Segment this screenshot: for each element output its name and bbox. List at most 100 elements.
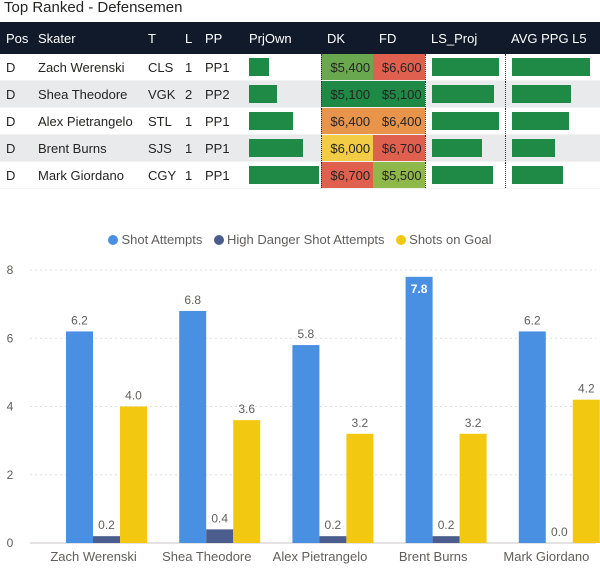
cell-line: 1: [179, 107, 199, 135]
cell-fd-salary: $5,100: [373, 80, 425, 108]
legend-label: Shots on Goal: [409, 232, 492, 247]
cell-fd-salary: $6,700: [373, 134, 425, 162]
bar-shot-attempts: [518, 331, 546, 543]
x-tick-label: Alex Pietrangelo: [273, 549, 368, 564]
cell-ls-proj: [424, 80, 505, 108]
data-label: 6.8: [184, 293, 201, 307]
cell-dk-salary: $5,400: [320, 54, 373, 81]
cell-team: CGY: [142, 161, 179, 189]
cell-fd-salary: $5,500: [373, 161, 425, 189]
table-row[interactable]: D Alex Pietrangelo STL 1 PP1 $6,400 $6,400: [0, 107, 600, 135]
col-header[interactable]: AVG PPG L5: [505, 22, 600, 54]
cell-ls-proj-bar: [431, 112, 499, 130]
cell-avg-ppg: [504, 134, 600, 162]
data-label: 6.2: [524, 313, 541, 327]
legend-label: Shot Attempts: [121, 232, 203, 247]
cell-pos: D: [0, 134, 32, 162]
table-row[interactable]: D Zach Werenski CLS 1 PP1 $5,400 $6,600: [0, 54, 600, 81]
table-row[interactable]: D Brent Burns SJS 1 PP1 $6,000 $6,700: [0, 134, 600, 162]
table-row[interactable]: D Shea Theodore VGK 2 PP2 $5,100 $5,100: [0, 80, 600, 108]
cell-skater: Alex Pietrangelo: [32, 107, 142, 135]
cell-avg-ppg-bar: [511, 139, 555, 157]
table-header: Pos Skater T L PP PrjOwn DK FD LS_Proj A…: [0, 22, 600, 54]
legend-dot-icon: [108, 235, 119, 245]
cell-prjown-bar: [249, 58, 269, 76]
cell-line: 1: [179, 161, 199, 189]
cell-pp: PP2: [199, 80, 243, 108]
cell-ls-proj-bar: [431, 166, 493, 184]
chart-legend: Shot Attempts High Danger Shot Attempts …: [0, 232, 600, 247]
y-tick-label: 8: [7, 263, 14, 277]
data-label: 0.0: [551, 525, 568, 539]
cell-prjown: [243, 134, 321, 162]
data-label: 3.2: [465, 416, 482, 430]
cell-team: SJS: [142, 134, 179, 162]
players-table: Pos Skater T L PP PrjOwn DK FD LS_Proj A…: [0, 22, 600, 189]
bar-shot-attempts: [66, 331, 93, 543]
bar-shots-on-goal: [120, 406, 147, 543]
cell-ls-proj-bar: [431, 139, 482, 157]
x-tick-label: Zach Werenski: [50, 549, 137, 564]
cell-avg-ppg: [504, 80, 600, 108]
cell-avg-ppg-bar: [511, 85, 571, 103]
cell-skater: Mark Giordano: [32, 161, 142, 189]
bar-shots-on-goal: [572, 399, 600, 543]
cell-dk-salary: $6,700: [320, 161, 373, 189]
cell-pos: D: [0, 107, 32, 135]
col-header[interactable]: L: [179, 22, 199, 54]
cell-pp: PP1: [199, 134, 243, 162]
cell-prjown-bar: [249, 112, 293, 130]
cell-pp: PP1: [199, 54, 243, 81]
cell-skater: Zach Werenski: [32, 54, 142, 81]
cell-dk-salary: $6,400: [320, 107, 373, 135]
legend-item[interactable]: Shot Attempts: [108, 232, 202, 247]
bar-shots-on-goal: [346, 433, 374, 543]
data-label: 0.2: [325, 518, 342, 532]
cell-line: 1: [179, 54, 199, 81]
cell-ls-proj-bar: [431, 85, 494, 103]
data-label: 0.4: [211, 511, 228, 525]
bar-high-danger: [319, 536, 347, 543]
cell-pp: PP1: [199, 161, 243, 189]
bar-shot-attempts: [179, 310, 207, 543]
legend-item[interactable]: Shots on Goal: [396, 232, 492, 247]
data-label: 5.8: [298, 327, 315, 341]
cell-dk-salary: $5,100: [320, 80, 373, 108]
col-header[interactable]: DK: [321, 22, 373, 54]
col-header[interactable]: Skater: [32, 22, 142, 54]
y-tick-label: 6: [7, 331, 14, 345]
cell-prjown: [243, 107, 321, 135]
data-label: 0.2: [98, 518, 115, 532]
cell-avg-ppg: [504, 54, 600, 81]
y-tick-label: 2: [7, 468, 14, 482]
data-label: 0.2: [438, 518, 455, 532]
data-label: 4.2: [578, 382, 595, 396]
y-tick-label: 4: [7, 400, 14, 414]
cell-avg-ppg: [504, 161, 600, 189]
col-header[interactable]: PrjOwn: [243, 22, 321, 54]
cell-pos: D: [0, 161, 32, 189]
cell-line: 1: [179, 134, 199, 162]
cell-team: CLS: [142, 54, 179, 81]
cell-prjown-bar: [249, 166, 319, 184]
col-header[interactable]: Pos: [0, 22, 32, 54]
col-header[interactable]: LS_Proj: [425, 22, 505, 54]
cell-pos: D: [0, 80, 32, 108]
bar-chart: 0 2 4 6 8 6.2 0.2 4.0 Zach Werenski 6.8 0.4 3.6 Shea…: [7, 263, 600, 564]
cell-avg-ppg: [504, 107, 600, 135]
x-tick-label: Shea Theodore: [162, 549, 251, 564]
cell-pos: D: [0, 54, 32, 81]
cell-avg-ppg-bar: [511, 112, 569, 130]
bar-high-danger: [93, 536, 120, 543]
cell-avg-ppg-bar: [511, 58, 590, 76]
legend-label: High Danger Shot Attempts: [227, 232, 385, 247]
cell-line: 2: [179, 80, 199, 108]
col-header[interactable]: PP: [199, 22, 243, 54]
bar-shots-on-goal: [233, 420, 261, 543]
col-header[interactable]: FD: [373, 22, 425, 54]
legend-item[interactable]: High Danger Shot Attempts: [214, 232, 385, 247]
cell-ls-proj: [424, 54, 505, 81]
cell-prjown: [243, 161, 321, 189]
table-row[interactable]: D Mark Giordano CGY 1 PP1 $6,700 $5,500: [0, 161, 600, 189]
col-header[interactable]: T: [142, 22, 179, 54]
